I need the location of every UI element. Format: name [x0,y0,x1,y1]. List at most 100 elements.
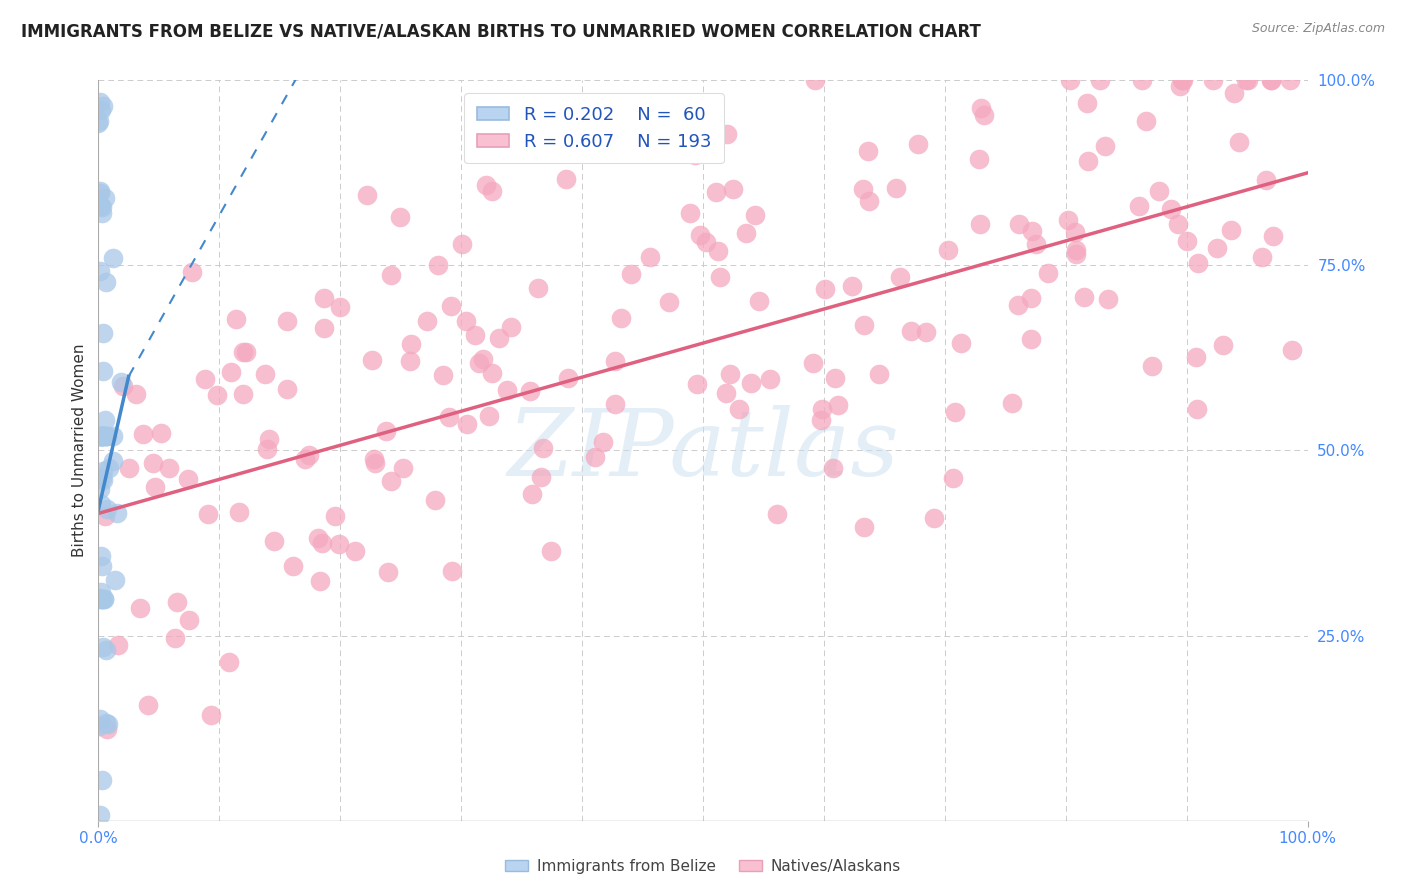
Point [856,145,879,159]
Point [766,507,789,521]
Y-axis label: Births to Unmarried Women: Births to Unmarried Women [72,343,87,558]
Point [97,716,120,731]
Point [1185,350,1208,364]
Point [814,282,837,296]
Point [89,808,111,822]
Point [1076,95,1098,110]
Point [456,417,478,431]
Point [1187,255,1209,269]
Point [463,126,485,140]
Point [90,428,112,442]
Point [232,345,254,359]
Point [143,480,166,494]
Point [1212,338,1234,352]
Point [1063,225,1085,239]
Point [1171,73,1194,87]
Point [101,251,124,265]
Point [363,452,385,467]
Point [110,375,132,389]
Point [868,367,890,381]
Point [1281,343,1303,357]
Point [900,324,922,338]
Point [96,428,118,442]
Point [1064,244,1087,258]
Point [177,472,200,486]
Point [94,509,117,524]
Point [276,313,298,327]
Point [253,368,276,382]
Point [1260,73,1282,87]
Point [1160,202,1182,217]
Point [89,184,111,198]
Point [112,379,135,393]
Point [478,409,501,423]
Point [481,366,503,380]
Point [801,356,824,370]
Point [142,456,165,470]
Point [136,698,159,713]
Point [1007,298,1029,312]
Point [1076,153,1098,168]
Point [853,519,876,533]
Point [439,299,461,313]
Text: Source: ZipAtlas.com: Source: ZipAtlas.com [1251,22,1385,36]
Point [499,319,522,334]
Point [907,137,929,152]
Point [200,708,222,723]
Point [1021,224,1043,238]
Point [803,73,825,87]
Point [104,574,127,588]
Point [232,386,254,401]
Text: IMMIGRANTS FROM BELIZE VS NATIVE/ALASKAN BIRTHS TO UNMARRIED WOMEN CORRELATION C: IMMIGRANTS FROM BELIZE VS NATIVE/ALASKAN… [21,22,981,40]
Point [101,454,124,468]
Point [91,428,114,442]
Point [1254,172,1277,186]
Point [91,428,114,442]
Point [166,595,188,609]
Point [91,559,114,574]
Point [235,344,257,359]
Point [1130,73,1153,87]
Point [89,428,111,442]
Point [177,613,200,627]
Point [87,719,110,733]
Point [256,442,278,457]
Point [89,482,111,496]
Point [1019,291,1042,305]
Point [87,471,110,485]
Point [1205,241,1227,255]
Point [432,368,454,382]
Point [89,264,111,278]
Point [1263,228,1285,243]
Point [967,152,990,166]
Point [1008,217,1031,231]
Point [118,461,141,475]
Point [91,591,114,606]
Point [344,543,367,558]
Point [1185,402,1208,417]
Point [107,638,129,652]
Point [758,372,780,386]
Point [87,116,110,130]
Point [811,402,834,417]
Point [221,364,243,378]
Point [380,268,402,282]
Point [377,565,399,579]
Point [157,460,180,475]
Legend: Immigrants from Belize, Natives/Alaskans: Immigrants from Belize, Natives/Alaskans [499,853,907,880]
Point [329,300,352,314]
Point [309,574,332,588]
Point [949,335,972,350]
Point [889,270,911,285]
Point [1025,236,1047,251]
Point [298,448,321,462]
Point [638,250,661,264]
Point [695,235,717,249]
Point [943,405,966,419]
Point [101,428,124,442]
Point [361,352,384,367]
Point [225,312,247,326]
Point [90,205,112,219]
Point [942,471,965,485]
Point [540,544,562,558]
